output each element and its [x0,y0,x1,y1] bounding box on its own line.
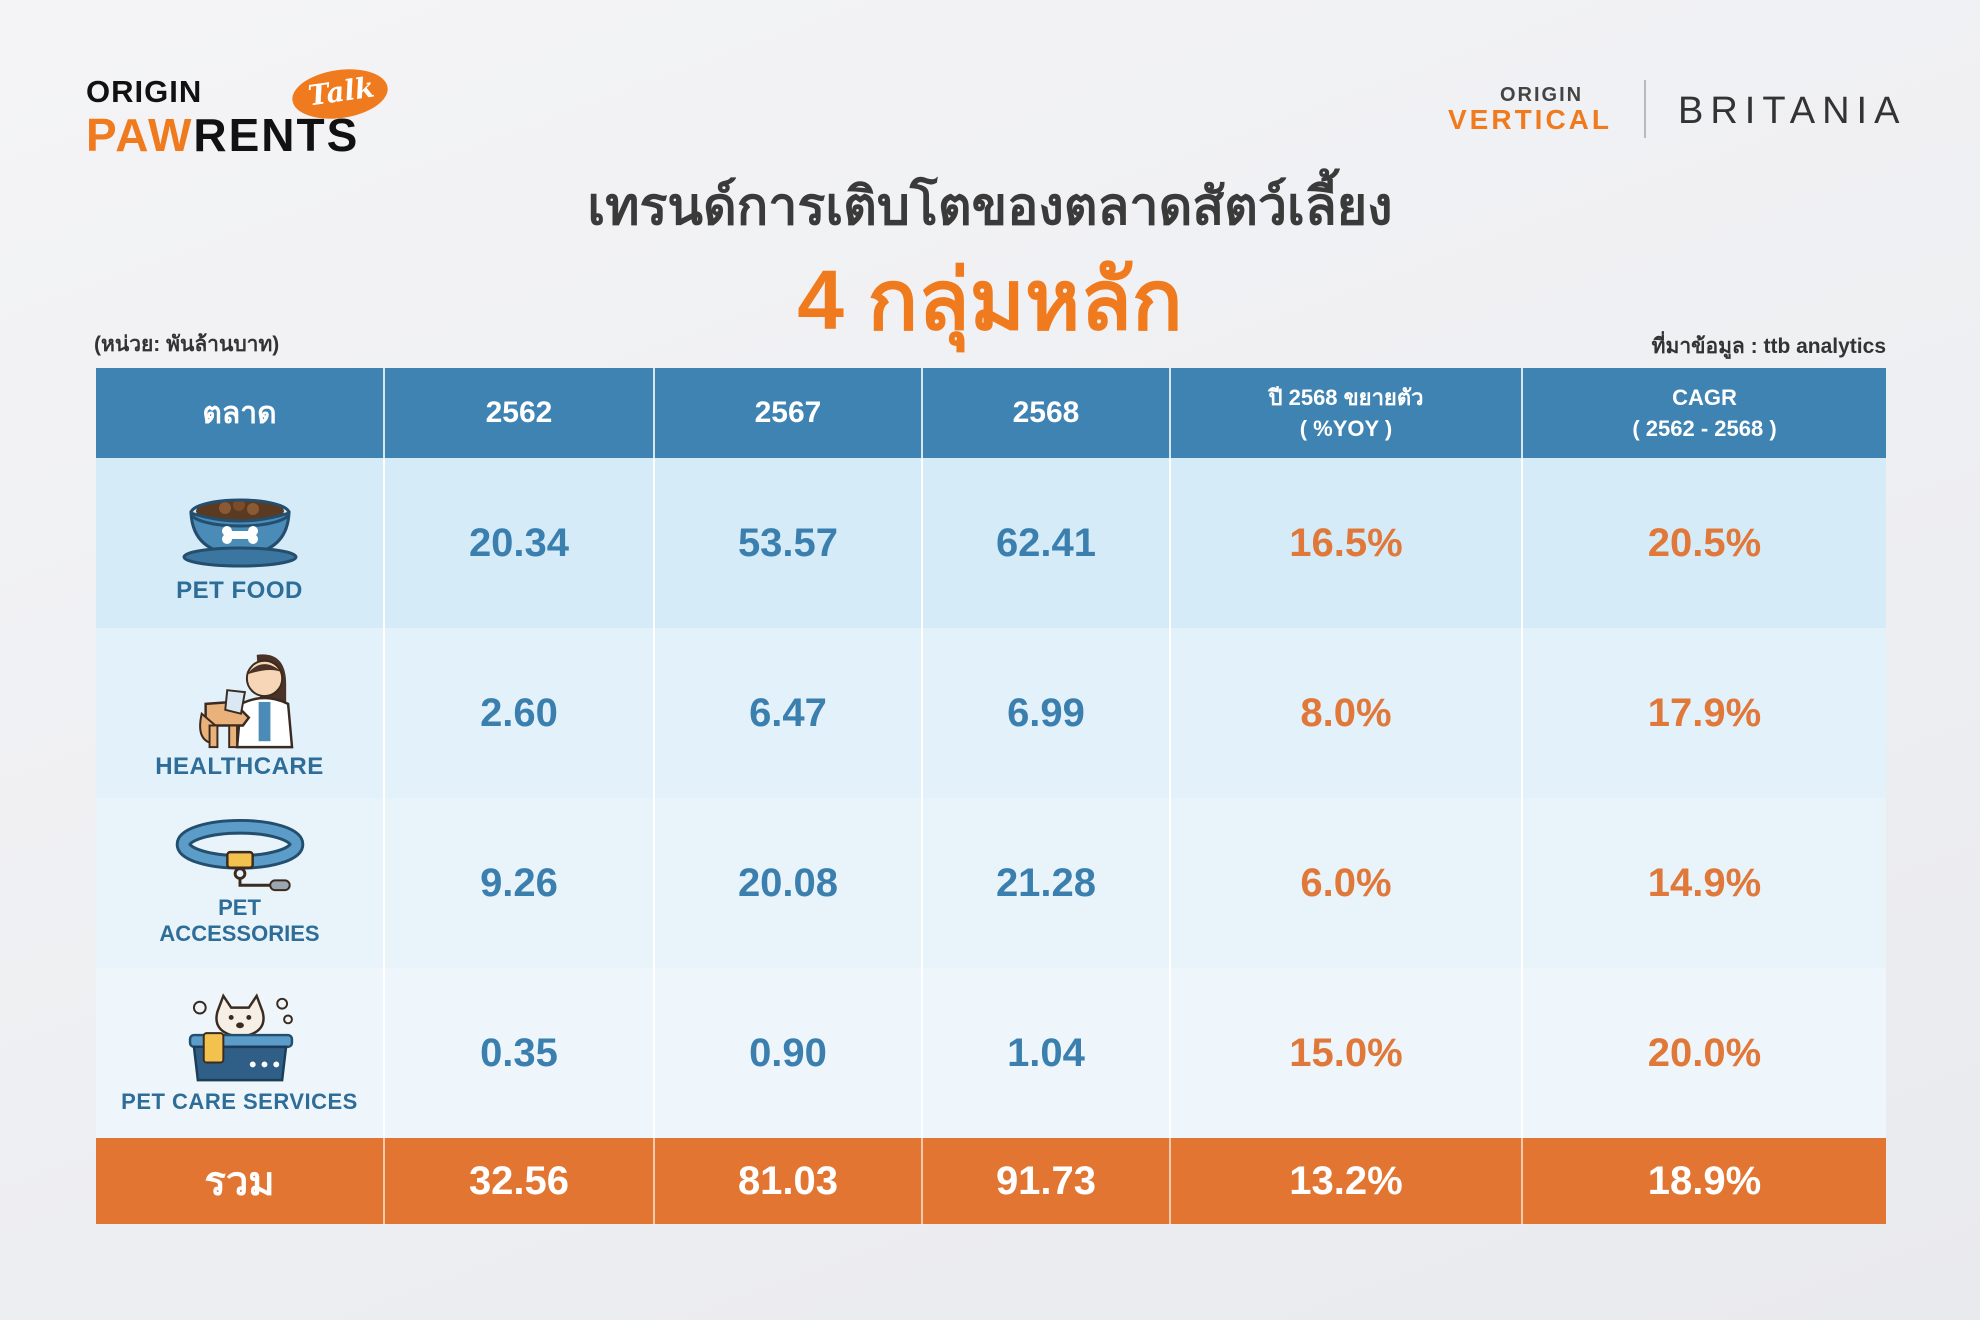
col-header-cagr: CAGR ( 2562 - 2568 ) [1522,368,1886,458]
table-header-row: ตลาด 2562 2567 2568 ปี 2568 ขยายตัว ( %Y… [96,368,1886,458]
market-cell: HEALTHCARE [96,628,385,798]
origin-vertical-origin-text: ORIGIN [1500,84,1584,106]
britania-logo-text: BRITANIA [1678,90,1907,132]
page-title: เทรนด์การเติบโตของตลาดสัตว์เลี้ยง [587,178,1393,236]
value-yoy: 8.0% [1170,628,1523,798]
logo-origin-text: ORIGIN [86,74,203,109]
value-2562: 0.35 [384,968,655,1138]
total-row: รวม 32.56 81.03 91.73 13.2% 18.9% [96,1138,1886,1224]
logo-paw-part: PAW [86,109,194,161]
value-2568: 1.04 [922,968,1171,1138]
value-cagr: 14.9% [1522,798,1886,968]
table-row: HEALTHCARE 2.60 6.47 6.99 8.0% 17.9% [96,628,1886,798]
col-header-cagr-line2: ( 2562 - 2568 ) [1632,416,1777,441]
market-label-line2: ACCESSORIES [159,921,320,946]
value-2568: 6.99 [922,628,1171,798]
value-2567: 6.47 [654,628,923,798]
table-row: PET CARE SERVICES 0.35 0.90 1.04 15.0% 2… [96,968,1886,1138]
value-yoy: 16.5% [1170,458,1523,628]
total-cagr: 18.9% [1522,1138,1886,1224]
value-2567: 20.08 [654,798,923,968]
market-label-line1: PET [218,895,261,920]
market-growth-table: ตลาด 2562 2567 2568 ปี 2568 ขยายตัว ( %Y… [96,368,1886,1224]
pet-collar-icon [175,819,304,892]
pet-bath-icon [188,993,293,1082]
partner-logos: ORIGIN VERTICAL BRITANIA [1448,80,1899,140]
total-2567: 81.03 [654,1138,923,1224]
value-yoy: 15.0% [1170,968,1523,1138]
value-2562: 9.26 [384,798,655,968]
total-2562: 32.56 [384,1138,655,1224]
market-cell: PET FOOD [96,458,385,628]
value-yoy: 6.0% [1170,798,1523,968]
col-header-2567: 2567 [654,368,923,458]
col-header-2562: 2562 [384,368,655,458]
market-cell: PET ACCESSORIES [96,798,385,968]
market-label: PET FOOD [176,577,303,604]
value-cagr: 17.9% [1522,628,1886,798]
col-header-cagr-line1: CAGR [1672,385,1737,410]
page-subtitle: 4 กลุ่มหลัก [797,253,1183,347]
value-cagr: 20.5% [1522,458,1886,628]
col-header-yoy-line2: ( %YOY ) [1299,416,1393,441]
source-note: ที่มาข้อมูล : ttb analytics [1651,335,1886,358]
col-header-yoy: ปี 2568 ขยายตัว ( %YOY ) [1170,368,1523,458]
total-yoy: 13.2% [1170,1138,1523,1224]
unit-note: (หน่วย: พันล้านบาท) [94,333,280,356]
vet-with-dog-icon [198,654,293,749]
market-label: HEALTHCARE [155,753,324,780]
col-header-yoy-line1: ปี 2568 ขยายตัว [1268,385,1424,410]
total-label: รวม [96,1138,385,1224]
value-2567: 0.90 [654,968,923,1138]
origin-pawrents-talk-logo: ORIGIN PAWRENTS Talk [86,63,396,161]
value-cagr: 20.0% [1522,968,1886,1138]
pet-food-bowl-icon [182,498,297,568]
value-2567: 53.57 [654,458,923,628]
col-header-market: ตลาด [96,368,385,458]
table-row: PET ACCESSORIES 9.26 20.08 21.28 6.0% 14… [96,798,1886,968]
value-2568: 62.41 [922,458,1171,628]
value-2568: 21.28 [922,798,1171,968]
value-2562: 2.60 [384,628,655,798]
origin-vertical-vertical-text: VERTICAL [1448,104,1612,135]
total-2568: 91.73 [922,1138,1171,1224]
col-header-2568: 2568 [922,368,1171,458]
market-cell: PET CARE SERVICES [96,968,385,1138]
table-row: PET FOOD 20.34 53.57 62.41 16.5% 20.5% [96,458,1886,628]
logo-divider [1644,80,1646,138]
value-2562: 20.34 [384,458,655,628]
market-label: PET CARE SERVICES [121,1089,358,1114]
